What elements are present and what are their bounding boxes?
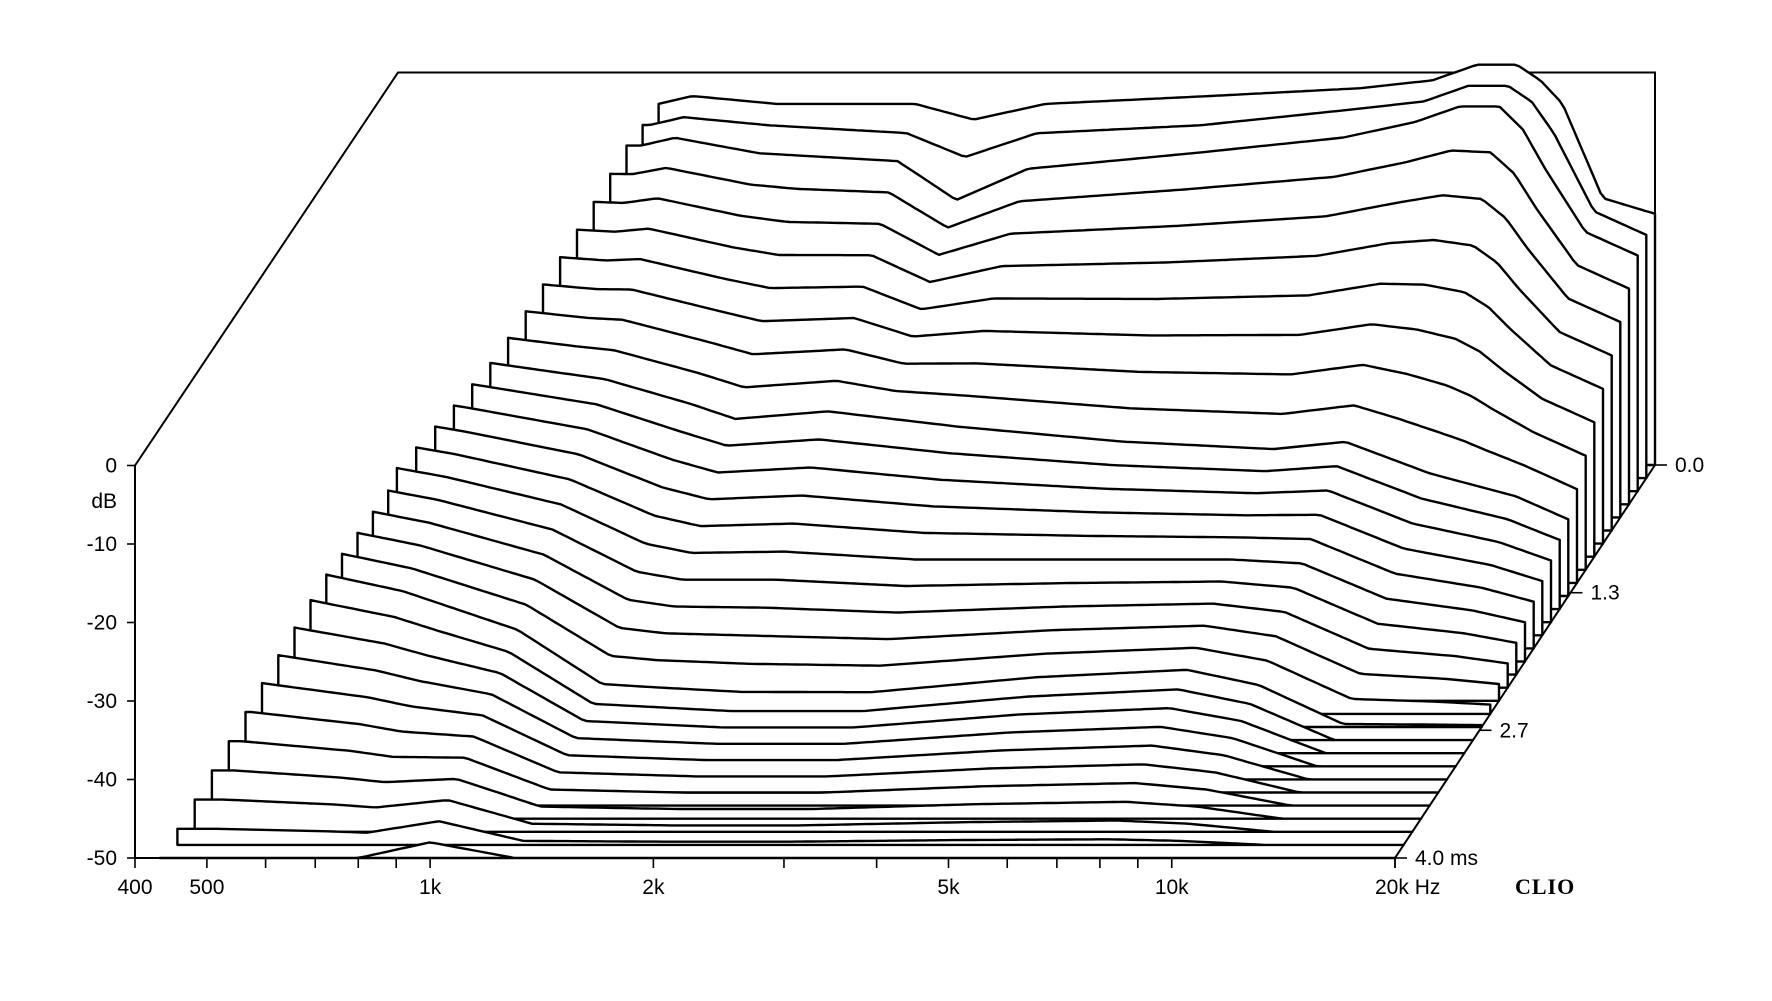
- x-tick-label-6: 20k Hz: [1375, 876, 1440, 899]
- z-tick-label-0: 0.0: [1675, 454, 1704, 477]
- decay-slice-21: [309, 598, 1475, 742]
- clio-brand-label: CLIO: [1515, 874, 1575, 899]
- y-tick-label-4: -40: [87, 769, 117, 792]
- decay-slice-25: [244, 710, 1440, 794]
- decay-slice-30: [158, 841, 1397, 860]
- decay-slice-24: [260, 681, 1449, 781]
- decay-slice-22: [293, 626, 1466, 755]
- z-tick-label-2: 2.7: [1500, 719, 1529, 742]
- x-tick-label-4: 5k: [937, 876, 960, 899]
- x-tick-label-2: 1k: [419, 876, 442, 899]
- y-axis-unit-label: dB: [91, 490, 117, 513]
- decay-slice-28: [193, 798, 1414, 833]
- decay-slice-20: [325, 573, 1483, 729]
- decay-slice-26: [227, 740, 1431, 807]
- y-tick-label-1: -10: [87, 533, 117, 556]
- y-tick-label-2: -20: [87, 612, 117, 635]
- x-tick-label-3: 2k: [642, 876, 665, 899]
- x-tick-label-0: 400: [117, 876, 152, 899]
- decay-slice-23: [277, 654, 1457, 768]
- z-tick-label-3: 4.0 ms: [1415, 847, 1478, 870]
- z-tick-label-1: 1.3: [1591, 582, 1620, 605]
- y-tick-label-0: 0: [105, 455, 117, 478]
- y-tick-label-3: -30: [87, 690, 117, 713]
- y-tick-label-5: -50: [87, 847, 117, 870]
- x-tick-label-1: 500: [189, 876, 224, 899]
- decay-slice-27: [210, 769, 1423, 820]
- decay-slice-29: [176, 820, 1405, 847]
- x-tick-label-5: 10k: [1155, 876, 1189, 899]
- decay-slices: [158, 63, 1657, 860]
